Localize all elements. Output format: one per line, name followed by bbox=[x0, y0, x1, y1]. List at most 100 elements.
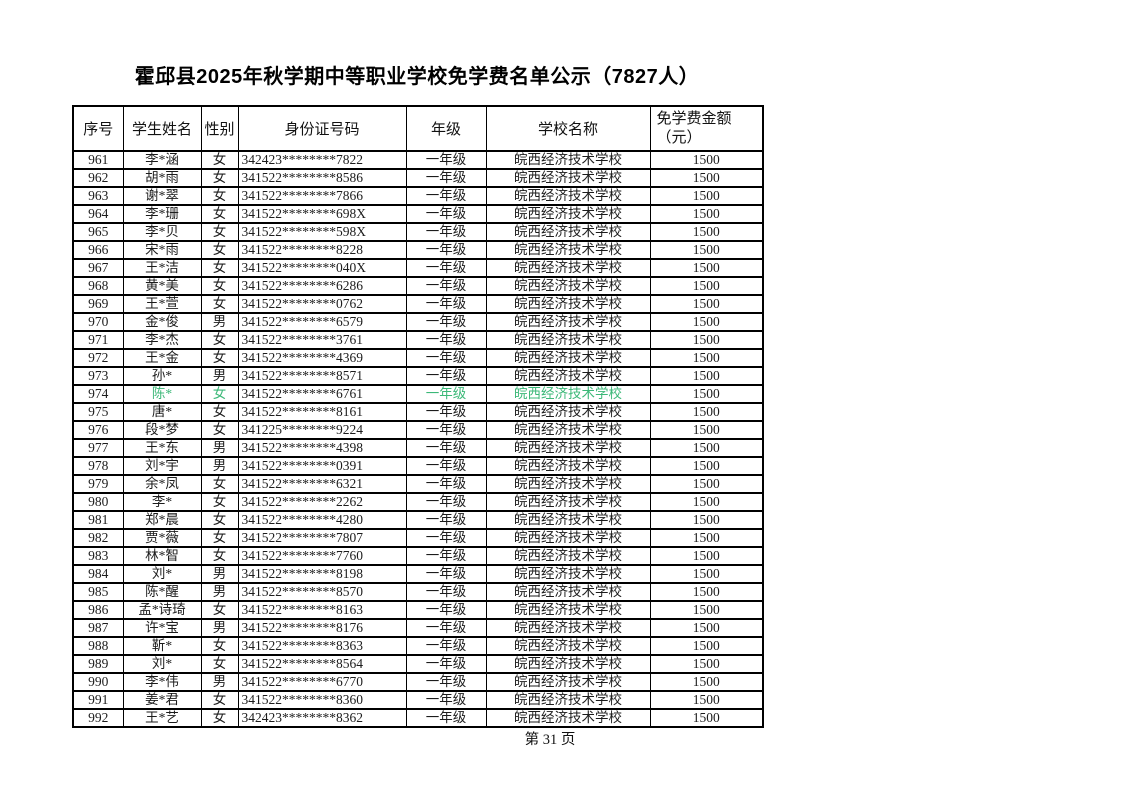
cell-no: 977 bbox=[72, 438, 124, 458]
table-row: 980 李* 女 341522********2262 一年级 皖西经济技术学校 1500 bbox=[72, 492, 764, 512]
cell-gender: 男 bbox=[200, 672, 239, 692]
cell-no: 961 bbox=[72, 150, 124, 170]
cell-grade: 一年级 bbox=[405, 546, 487, 566]
table-row: 974 陈* 女 341522********6761 一年级 皖西经济技术学校 1500 bbox=[72, 384, 764, 404]
cell-gender: 女 bbox=[200, 690, 239, 710]
cell-name: 李*伟 bbox=[122, 672, 202, 692]
table-row: 976 段*梦女 341225********9224 一年级 皖西经济技术学校 1500 bbox=[72, 420, 764, 440]
cell-name: 刘* bbox=[122, 654, 202, 674]
table-row: 991 姜*君女 341522********8360 一年级 皖西经济技术学校 1500 bbox=[72, 690, 764, 710]
cell-no: 987 bbox=[72, 618, 124, 638]
cell-school: 皖西经济技术学校 bbox=[485, 168, 651, 188]
cell-no: 965 bbox=[72, 222, 124, 242]
cell-name: 胡*雨 bbox=[122, 168, 202, 188]
table-row: 971 李*杰女 341522********3761 一年级 皖西经济技术学校 1500 bbox=[72, 330, 764, 350]
cell-id: 341522********6579 bbox=[237, 312, 407, 332]
cell-name: 靳* bbox=[122, 636, 202, 656]
cell-grade: 一年级 bbox=[405, 708, 487, 728]
cell-school: 皖西经济技术学校 bbox=[485, 474, 651, 494]
cell-school: 皖西经济技术学校 bbox=[485, 204, 651, 224]
cell-no: 980 bbox=[72, 492, 124, 512]
cell-amount: 1500 bbox=[649, 258, 764, 278]
cell-school: 皖西经济技术学校 bbox=[485, 420, 651, 440]
cell-id: 341522********8586 bbox=[237, 168, 407, 188]
table-row: 967 王*洁女 341522********040X 一年级 皖西经济技术学校 1500 bbox=[72, 258, 764, 278]
cell-gender: 女 bbox=[200, 636, 239, 656]
cell-gender: 男 bbox=[200, 366, 239, 386]
cell-school: 皖西经济技术学校 bbox=[485, 312, 651, 332]
cell-grade: 一年级 bbox=[405, 168, 487, 188]
table-row: 986 孟*诗琦女 341522********8163 一年级 皖西经济技术学校 150… bbox=[72, 600, 764, 620]
cell-id: 341522********6286 bbox=[237, 276, 407, 296]
cell-amount: 1500 bbox=[649, 618, 764, 638]
table-row: 978 刘*宇男 341522********0391 一年级 皖西经济技术学校 1500 bbox=[72, 456, 764, 476]
cell-school: 皖西经济技术学校 bbox=[485, 456, 651, 476]
cell-amount: 1500 bbox=[649, 330, 764, 350]
cell-school: 皖西经济技术学校 bbox=[485, 294, 651, 314]
table-row: 983 林*智女 341522********7760 一年级 皖西经济技术学校 1500 bbox=[72, 546, 764, 566]
cell-name: 姜*君 bbox=[122, 690, 202, 710]
table-row: 973 孙* 男 341522********8571 一年级 皖西经济技术学校 1500 bbox=[72, 366, 764, 386]
cell-gender: 女 bbox=[200, 510, 239, 530]
cell-gender: 女 bbox=[200, 240, 239, 260]
cell-id: 341522********8176 bbox=[237, 618, 407, 638]
cell-amount: 1500 bbox=[649, 402, 764, 422]
table-row: 964 李*珊女 341522********698X 一年级 皖西经济技术学校 1500 bbox=[72, 204, 764, 224]
table-row: 970 金*俊男 341522********6579 一年级 皖西经济技术学校 1500 bbox=[72, 312, 764, 332]
table-row: 981 郑*晨女 341522********4280 一年级 皖西经济技术学校 1500 bbox=[72, 510, 764, 530]
cell-amount: 1500 bbox=[649, 690, 764, 710]
cell-grade: 一年级 bbox=[405, 240, 487, 260]
cell-no: 963 bbox=[72, 186, 124, 206]
cell-gender: 男 bbox=[200, 618, 239, 638]
cell-id: 341522********040X bbox=[237, 258, 407, 278]
cell-no: 967 bbox=[72, 258, 124, 278]
header-grade: 年级 bbox=[405, 105, 487, 152]
page-title: 霍邱县2025年秋学期中等职业学校免学费名单公示（7827人） bbox=[134, 66, 700, 88]
cell-grade: 一年级 bbox=[405, 672, 487, 692]
cell-gender: 女 bbox=[200, 348, 239, 368]
cell-grade: 一年级 bbox=[405, 204, 487, 224]
cell-school: 皖西经济技术学校 bbox=[485, 636, 651, 656]
cell-id: 341522********6321 bbox=[237, 474, 407, 494]
cell-grade: 一年级 bbox=[405, 456, 487, 476]
cell-school: 皖西经济技术学校 bbox=[485, 438, 651, 458]
cell-school: 皖西经济技术学校 bbox=[485, 582, 651, 602]
cell-grade: 一年级 bbox=[405, 276, 487, 296]
header-gender: 性别 bbox=[200, 105, 239, 152]
table-row: 987 许*宝男 341522********8176 一年级 皖西经济技术学校 1500 bbox=[72, 618, 764, 638]
cell-id: 341522********6761 bbox=[237, 384, 407, 404]
cell-id: 341522********3761 bbox=[237, 330, 407, 350]
cell-gender: 女 bbox=[200, 294, 239, 314]
cell-name: 刘* bbox=[122, 564, 202, 584]
cell-school: 皖西经济技术学校 bbox=[485, 546, 651, 566]
cell-no: 968 bbox=[72, 276, 124, 296]
cell-amount: 1500 bbox=[649, 384, 764, 404]
cell-no: 985 bbox=[72, 582, 124, 602]
cell-school: 皖西经济技术学校 bbox=[485, 222, 651, 242]
cell-name: 黄*美 bbox=[122, 276, 202, 296]
cell-school: 皖西经济技术学校 bbox=[485, 708, 651, 728]
cell-amount: 1500 bbox=[649, 294, 764, 314]
cell-no: 972 bbox=[72, 348, 124, 368]
cell-id: 341522********8161 bbox=[237, 402, 407, 422]
cell-no: 969 bbox=[72, 294, 124, 314]
cell-grade: 一年级 bbox=[405, 564, 487, 584]
cell-id: 341522********7760 bbox=[237, 546, 407, 566]
cell-amount: 1500 bbox=[649, 600, 764, 620]
cell-school: 皖西经济技术学校 bbox=[485, 150, 651, 170]
cell-grade: 一年级 bbox=[405, 402, 487, 422]
cell-id: 341522********8571 bbox=[237, 366, 407, 386]
cell-gender: 男 bbox=[200, 564, 239, 584]
cell-id: 341522********4280 bbox=[237, 510, 407, 530]
cell-name: 段*梦 bbox=[122, 420, 202, 440]
cell-grade: 一年级 bbox=[405, 474, 487, 494]
cell-gender: 女 bbox=[200, 492, 239, 512]
table-row: 990 李*伟男 341522********6770 一年级 皖西经济技术学校 1500 bbox=[72, 672, 764, 692]
cell-grade: 一年级 bbox=[405, 294, 487, 314]
cell-amount: 1500 bbox=[649, 348, 764, 368]
cell-name: 许*宝 bbox=[122, 618, 202, 638]
cell-amount: 1500 bbox=[649, 276, 764, 296]
cell-no: 984 bbox=[72, 564, 124, 584]
cell-gender: 女 bbox=[200, 420, 239, 440]
cell-name: 余*凤 bbox=[122, 474, 202, 494]
